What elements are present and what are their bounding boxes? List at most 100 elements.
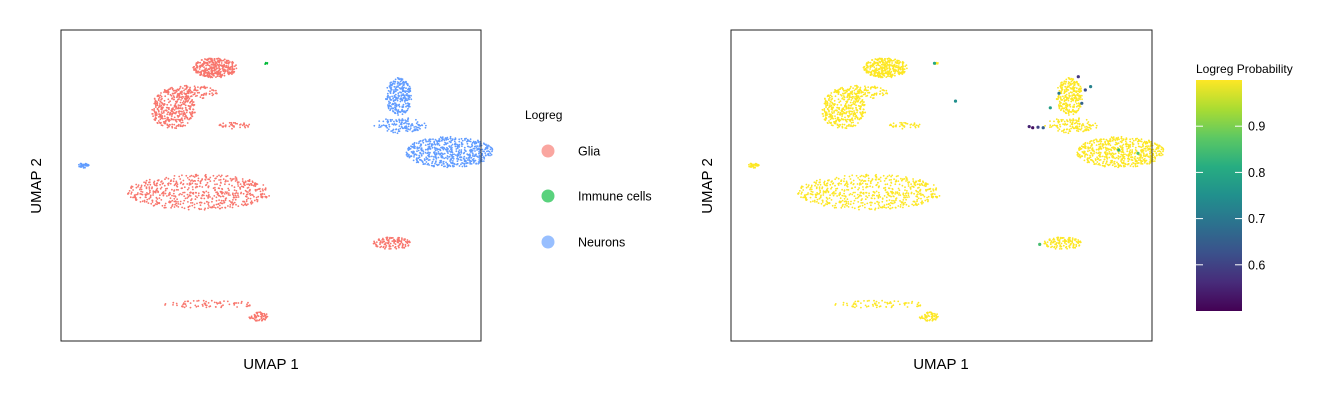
scatter-point [231,127,233,130]
scatter-point [397,114,399,116]
scatter-point [179,107,182,109]
scatter-point [223,72,226,75]
scatter-point [407,123,410,126]
scatter-point [202,70,205,73]
scatter-point [237,196,240,198]
scatter-point [875,64,878,67]
scatter-point [440,146,442,149]
scatter-point [875,304,877,306]
scatter-point [1057,130,1059,132]
scatter-point [826,113,828,115]
scatter-point [888,59,891,62]
scatter-point [876,74,879,77]
scatter-point [1070,127,1072,130]
scatter-point [850,107,852,109]
scatter-point [852,183,855,185]
scatter-point [205,300,208,303]
scatter-point [882,89,885,91]
scatter-point [204,68,206,70]
scatter-point [143,181,146,184]
scatter-point [163,206,166,209]
scatter-point [1068,104,1071,107]
scatter-point [469,151,472,153]
scatter-point [835,206,837,209]
scatter-point [180,96,183,99]
scatter-point [449,153,452,156]
scatter-point [848,115,851,117]
scatter-point [187,89,190,91]
scatter-point [460,163,462,166]
scatter-point [866,202,869,205]
scatter-point [476,139,479,142]
scatter-point [890,58,892,61]
scatter-point [154,113,157,116]
scatter-point [420,148,422,151]
scatter-point [205,306,208,309]
scatter-point [1077,90,1080,93]
scatter-point [248,316,251,319]
scatter-point [471,144,474,147]
scatter-point [890,195,892,198]
scatter-point [415,154,418,156]
scatter-point [132,196,134,199]
scatter-point [177,110,180,113]
scatter-point [255,311,258,314]
scatter-point [853,103,856,106]
scatter-point [418,154,421,157]
scatter-point [1060,82,1062,84]
scatter-point [391,240,394,243]
scatter-point [1055,124,1057,127]
scatter-point [146,183,149,186]
scatter-point [407,244,410,247]
scatter-point [861,103,864,106]
scatter-point [448,155,451,158]
scatter-point [1078,87,1081,90]
scatter-point [183,117,186,120]
scatter-point [889,75,891,78]
scatter-point [223,63,226,66]
scatter-point [1066,86,1069,89]
scatter-point [841,115,843,117]
scatter-point [871,201,873,204]
scatter-point [896,60,899,63]
scatter-point [264,187,267,190]
scatter-point [231,71,234,74]
scatter-point [468,159,471,162]
scatter-point [197,177,200,180]
scatter-point [448,140,451,143]
scatter-point [260,315,262,318]
scatter-point [172,118,175,121]
scatter-point [408,105,410,107]
scatter-point [469,149,472,152]
scatter-point [481,154,484,157]
scatter-point [801,185,804,188]
scatter-point [904,201,906,204]
scatter-point [165,109,168,112]
scatter-point [1071,240,1073,243]
scatter-point [404,243,407,246]
scatter-point [1084,128,1087,131]
scatter-point [251,180,254,183]
scatter-point [193,68,196,71]
scatter-point [889,184,892,187]
scatter-point [816,198,819,201]
scatter-point [831,95,833,98]
scatter-point [845,180,848,183]
scatter-point [805,186,808,189]
scatter-point [196,196,199,199]
scatter-point [389,109,391,112]
scatter-point [873,194,875,197]
scatter-point [825,182,828,185]
scatter-point [401,238,403,241]
scatter-point [891,202,893,205]
scatter-point [378,120,381,122]
scatter-point [403,96,406,98]
scatter-point [181,121,184,124]
scatter-point [906,179,909,181]
scatter-point [407,149,410,152]
scatter-point [394,131,396,134]
scatter-point [857,177,859,179]
scatter-point [400,123,403,126]
scatter-point [211,197,214,200]
scatter-point [876,183,878,186]
